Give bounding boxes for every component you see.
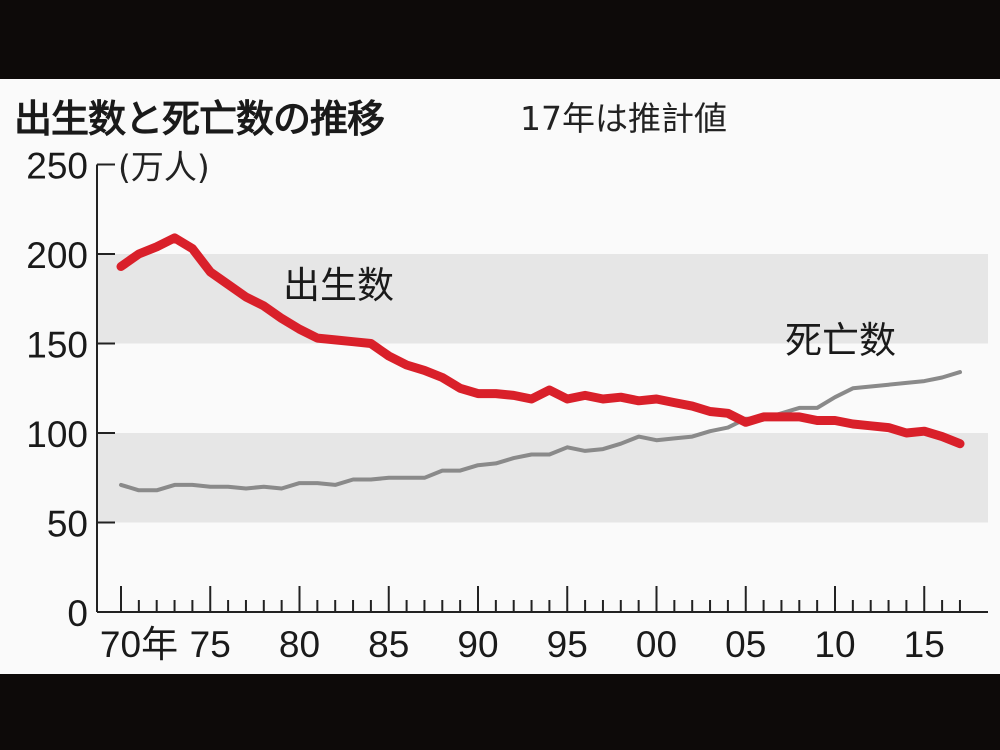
x-tick-label: 05 <box>725 624 766 665</box>
x-tick-label: 70年 <box>100 624 178 665</box>
x-tick-label: 95 <box>547 624 588 665</box>
x-tick-label: 90 <box>457 624 498 665</box>
deaths-line <box>119 370 962 493</box>
chart-title: 出生数と死亡数の推移 <box>14 97 385 141</box>
grid-band <box>97 433 988 523</box>
deaths-series-label: 死亡数 <box>785 319 896 362</box>
x-tick-label: 00 <box>636 624 677 665</box>
chart-panel <box>0 79 1000 674</box>
y-tick-label: 150 <box>26 325 88 366</box>
x-tick-label: 75 <box>190 624 231 665</box>
y-unit-label: (万人) <box>118 148 210 187</box>
chart-subtitle: 17年は推計値 <box>520 99 727 138</box>
y-tick-label: 0 <box>67 593 88 634</box>
y-tick-label: 250 <box>26 146 88 187</box>
x-tick-label: 80 <box>279 624 320 665</box>
x-tick-label: 85 <box>368 624 409 665</box>
y-tick-label: 100 <box>26 414 88 455</box>
y-tick-label: 200 <box>26 235 88 276</box>
y-tick-label: 50 <box>47 504 88 545</box>
births-series-label: 出生数 <box>283 264 394 307</box>
x-tick-label: 10 <box>814 624 855 665</box>
births-line <box>116 233 965 449</box>
x-tick-label: 15 <box>904 624 945 665</box>
